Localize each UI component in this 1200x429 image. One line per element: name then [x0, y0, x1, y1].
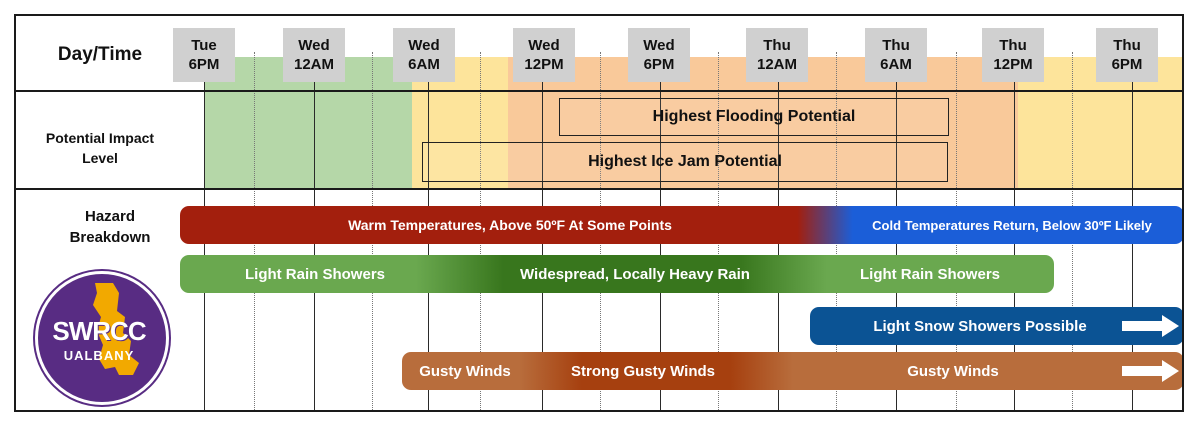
time-day: Wed: [643, 37, 675, 54]
snow-bar: Light Snow Showers Possible: [810, 307, 1182, 345]
new-york-state-icon: [93, 283, 139, 375]
ice-jam-potential-box: Highest Ice Jam Potential: [422, 142, 948, 182]
time-day: Wed: [528, 37, 560, 54]
time-label: Wed 6PM: [628, 28, 690, 82]
warm-temperatures-label: Warm Temperatures, Above 50ºF At Some Po…: [348, 217, 672, 233]
arrow-right-icon: [1122, 360, 1179, 382]
time-hour: 6PM: [188, 56, 220, 73]
time-label: Thu 12AM: [746, 28, 808, 82]
time-hour: 6AM: [880, 56, 912, 73]
time-day: Thu: [882, 37, 910, 54]
time-day: Wed: [408, 37, 440, 54]
row-label-impact: Potential Impact Level: [45, 130, 155, 166]
time-label: Wed 12PM: [513, 28, 575, 82]
light-rain-label: Light Rain Showers: [244, 265, 385, 283]
time-label: Thu 12PM: [982, 28, 1044, 82]
time-day: Thu: [999, 37, 1027, 54]
cold-temperatures-label: Cold Temperatures Return, Below 30ºF Lik…: [872, 217, 1152, 233]
rain-bar: Light Rain Showers Widespread, Locally H…: [180, 255, 1054, 293]
time-day: Thu: [763, 37, 791, 54]
swrcc-logo: SWRCC UALBANY: [35, 271, 169, 405]
gusty-winds-label: Gusty Winds: [419, 362, 511, 380]
temperature-bar: Warm Temperatures, Above 50ºF At Some Po…: [180, 206, 1182, 244]
impact-divider: [16, 188, 1182, 190]
time-hour: 6PM: [643, 56, 675, 73]
time-day: Wed: [298, 37, 330, 54]
wind-bar: Gusty Winds Strong Gusty Winds Gusty Win…: [402, 352, 1182, 390]
heavy-rain-label: Widespread, Locally Heavy Rain: [520, 265, 750, 283]
time-day: Tue: [191, 37, 217, 54]
light-rain-label: Light Rain Showers: [859, 265, 1000, 283]
row-label-day-time: Day/Time: [57, 44, 143, 65]
time-hour: 12AM: [293, 56, 334, 73]
timeline-graphic: Day/Time Potential Impact Level Hazard B…: [14, 14, 1184, 412]
gusty-winds-label: Gusty Winds: [907, 362, 999, 380]
row-label-hazard: Hazard Breakdown: [69, 208, 151, 246]
flooding-potential-box: Highest Flooding Potential: [559, 98, 949, 136]
time-label: Wed 6AM: [393, 28, 455, 82]
time-label: Wed 12AM: [283, 28, 345, 82]
time-hour: 12PM: [524, 56, 564, 73]
time-label: Thu 6AM: [865, 28, 927, 82]
logo-text-ualbany: UALBANY: [63, 348, 135, 363]
snow-showers-label: Light Snow Showers Possible: [873, 317, 1087, 335]
time-hour: 6PM: [1111, 56, 1143, 73]
time-hour: 6AM: [408, 56, 440, 73]
time-day: Thu: [1113, 37, 1141, 54]
time-hour: 12AM: [756, 56, 797, 73]
logo-text-swrcc: SWRCC: [52, 316, 146, 346]
time-label: Tue 6PM: [173, 28, 235, 82]
strong-gusty-winds-label: Strong Gusty Winds: [570, 362, 716, 380]
arrow-right-icon: [1122, 315, 1179, 337]
time-label: Thu 6PM: [1096, 28, 1158, 82]
time-hour: 12PM: [993, 56, 1033, 73]
header-divider: [16, 90, 1182, 92]
